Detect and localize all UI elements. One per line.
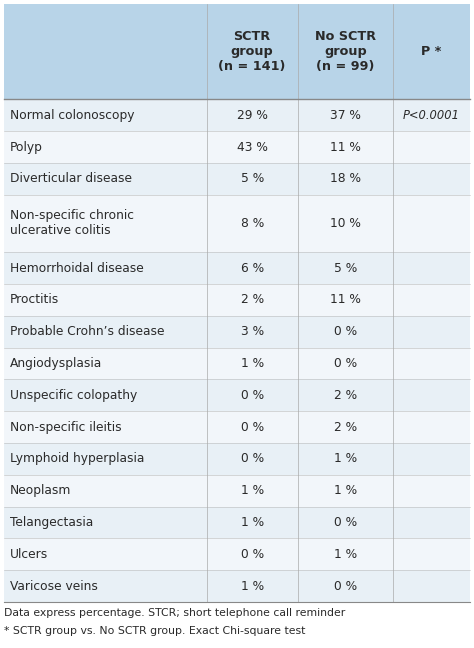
- Text: Non-specific ileitis: Non-specific ileitis: [10, 421, 122, 434]
- Text: 2 %: 2 %: [241, 294, 264, 307]
- Text: Unspecific colopathy: Unspecific colopathy: [10, 389, 137, 402]
- Text: 8 %: 8 %: [240, 217, 264, 230]
- Text: 1 %: 1 %: [241, 484, 264, 497]
- Text: Lymphoid hyperplasia: Lymphoid hyperplasia: [10, 452, 145, 465]
- Bar: [4, 570, 470, 602]
- Bar: [4, 99, 470, 132]
- Text: SCTR
group
(n = 141): SCTR group (n = 141): [219, 30, 286, 73]
- Bar: [4, 4, 470, 99]
- Text: P<0.0001: P<0.0001: [403, 109, 460, 122]
- Text: Hemorrhoidal disease: Hemorrhoidal disease: [10, 262, 144, 275]
- Text: 29 %: 29 %: [237, 109, 268, 122]
- Text: Telangectasia: Telangectasia: [10, 516, 93, 529]
- Bar: [4, 195, 470, 252]
- Text: 3 %: 3 %: [241, 325, 264, 338]
- Text: 18 %: 18 %: [330, 172, 361, 185]
- Text: Polyp: Polyp: [10, 141, 43, 154]
- Bar: [4, 443, 470, 475]
- Bar: [4, 316, 470, 347]
- Text: 1 %: 1 %: [241, 579, 264, 592]
- Text: P *: P *: [421, 45, 442, 58]
- Text: 5 %: 5 %: [334, 262, 357, 275]
- Text: Angiodysplasia: Angiodysplasia: [10, 357, 102, 370]
- Bar: [4, 411, 470, 443]
- Text: * SCTR group vs. No SCTR group. Exact Chi-square test: * SCTR group vs. No SCTR group. Exact Ch…: [4, 626, 305, 636]
- Text: 2 %: 2 %: [334, 389, 357, 402]
- Bar: [4, 475, 470, 507]
- Text: Diverticular disease: Diverticular disease: [10, 172, 132, 185]
- Text: 0 %: 0 %: [241, 548, 264, 561]
- Text: Proctitis: Proctitis: [10, 294, 59, 307]
- Text: 0 %: 0 %: [334, 579, 357, 592]
- Text: 1 %: 1 %: [334, 484, 357, 497]
- Bar: [4, 163, 470, 195]
- Text: 0 %: 0 %: [241, 452, 264, 465]
- Text: Ulcers: Ulcers: [10, 548, 48, 561]
- Text: 2 %: 2 %: [334, 421, 357, 434]
- Text: 1 %: 1 %: [241, 516, 264, 529]
- Bar: [4, 379, 470, 411]
- Text: Non-specific chronic
ulcerative colitis: Non-specific chronic ulcerative colitis: [10, 209, 134, 237]
- Text: 1 %: 1 %: [334, 452, 357, 465]
- Text: 11 %: 11 %: [330, 294, 361, 307]
- Bar: [4, 132, 470, 163]
- Text: 43 %: 43 %: [237, 141, 268, 154]
- Bar: [4, 347, 470, 379]
- Text: 10 %: 10 %: [330, 217, 361, 230]
- Text: Varicose veins: Varicose veins: [10, 579, 98, 592]
- Text: No SCTR
group
(n = 99): No SCTR group (n = 99): [315, 30, 376, 73]
- Text: 5 %: 5 %: [240, 172, 264, 185]
- Text: Probable Crohn’s disease: Probable Crohn’s disease: [10, 325, 164, 338]
- Text: 11 %: 11 %: [330, 141, 361, 154]
- Text: 0 %: 0 %: [334, 325, 357, 338]
- Text: 37 %: 37 %: [330, 109, 361, 122]
- Text: 1 %: 1 %: [334, 548, 357, 561]
- Bar: [4, 284, 470, 316]
- Text: 0 %: 0 %: [334, 357, 357, 370]
- Text: Data express percentage. STCR; short telephone call reminder: Data express percentage. STCR; short tel…: [4, 608, 345, 618]
- Text: Neoplasm: Neoplasm: [10, 484, 72, 497]
- Text: Normal colonoscopy: Normal colonoscopy: [10, 109, 135, 122]
- Text: 6 %: 6 %: [241, 262, 264, 275]
- Text: 0 %: 0 %: [334, 516, 357, 529]
- Bar: [4, 507, 470, 538]
- Text: 0 %: 0 %: [241, 421, 264, 434]
- Text: 0 %: 0 %: [241, 389, 264, 402]
- Bar: [4, 252, 470, 284]
- Bar: [4, 538, 470, 570]
- Text: 1 %: 1 %: [241, 357, 264, 370]
